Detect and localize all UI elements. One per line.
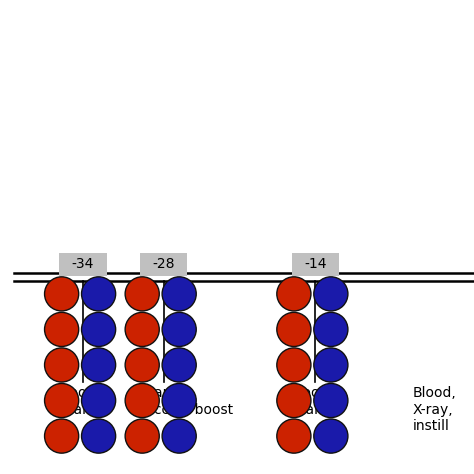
Circle shape — [277, 419, 311, 453]
Circle shape — [314, 348, 348, 382]
Circle shape — [125, 348, 159, 382]
Circle shape — [162, 312, 196, 346]
Circle shape — [314, 383, 348, 418]
Circle shape — [82, 312, 116, 346]
Text: Exam,
vaccine boost: Exam, vaccine boost — [137, 386, 234, 417]
Circle shape — [314, 312, 348, 346]
Text: -14: -14 — [304, 257, 327, 271]
Circle shape — [125, 277, 159, 311]
Circle shape — [162, 277, 196, 311]
Circle shape — [82, 348, 116, 382]
Circle shape — [45, 312, 79, 346]
Circle shape — [125, 419, 159, 453]
Circle shape — [162, 348, 196, 382]
Text: -28: -28 — [152, 257, 175, 271]
Circle shape — [45, 277, 79, 311]
Circle shape — [277, 277, 311, 311]
Circle shape — [314, 419, 348, 453]
Text: Blood,
exam: Blood, exam — [57, 386, 100, 417]
FancyBboxPatch shape — [59, 253, 107, 276]
Circle shape — [45, 383, 79, 418]
Circle shape — [45, 348, 79, 382]
Circle shape — [82, 277, 116, 311]
Circle shape — [314, 277, 348, 311]
Circle shape — [125, 383, 159, 418]
Text: -34: -34 — [72, 257, 94, 271]
Text: Blood,
X-ray,
instill: Blood, X-ray, instill — [412, 386, 456, 433]
Circle shape — [45, 419, 79, 453]
Circle shape — [277, 312, 311, 346]
Circle shape — [82, 419, 116, 453]
Circle shape — [277, 383, 311, 418]
Circle shape — [162, 383, 196, 418]
FancyBboxPatch shape — [140, 253, 187, 276]
Text: Blood,
exam: Blood, exam — [289, 386, 333, 417]
Circle shape — [162, 419, 196, 453]
FancyBboxPatch shape — [292, 253, 339, 276]
Circle shape — [125, 312, 159, 346]
Circle shape — [82, 383, 116, 418]
Circle shape — [277, 348, 311, 382]
